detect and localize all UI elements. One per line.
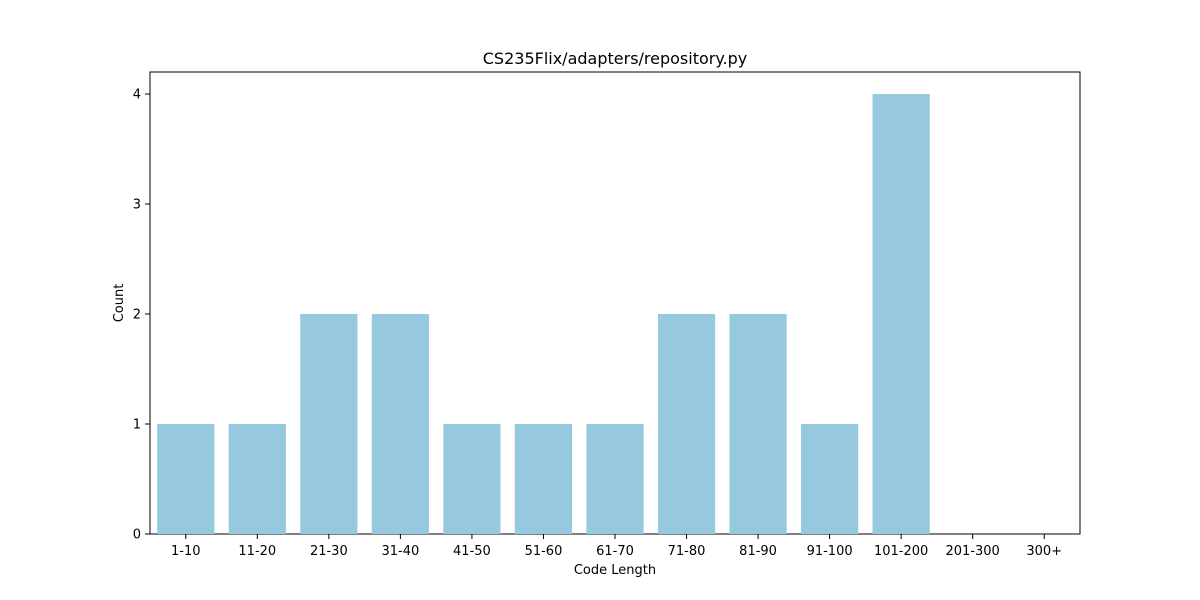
x-tick-label: 61-70: [596, 544, 634, 559]
plot-area: 1-10 11-20 21-30 31-40 41-50 51-60 61-70 71-80 8…: [133, 71, 1081, 559]
x-tick-label: 101-200: [874, 544, 928, 559]
y-tick-label: 0: [133, 528, 141, 543]
bar-81-90: [729, 314, 787, 534]
bar-71-80: [657, 314, 716, 534]
bar-21-30: [300, 314, 358, 534]
bar-91-100: [801, 424, 859, 534]
y-tick-label: 3: [133, 198, 141, 213]
y-axis-label: Count: [112, 284, 127, 323]
bars-group: [157, 94, 930, 534]
x-tick-label: 91-100: [807, 544, 853, 559]
bar-1-10: [157, 424, 215, 534]
y-tick-label: 1: [133, 418, 141, 433]
chart-title: CS235Flix/adapters/repository.py: [483, 49, 748, 68]
x-tick-label: 11-20: [238, 544, 276, 559]
x-axis: 1-10 11-20 21-30 31-40 41-50 51-60 61-70 71-80 8…: [171, 534, 1062, 559]
x-tick-label: 41-50: [453, 544, 491, 559]
x-tick-label: 300+: [1026, 544, 1062, 559]
bar-11-20: [228, 424, 286, 534]
bar-31-40: [371, 314, 429, 534]
bar-61-70: [586, 424, 644, 534]
x-tick-label: 81-90: [739, 544, 777, 559]
x-tick-label: 201-300: [946, 544, 1000, 559]
y-axis: 0 1 2 3 4: [133, 88, 150, 543]
x-tick-label: 71-80: [668, 544, 706, 559]
y-tick-label: 4: [133, 88, 141, 103]
y-tick-label: 2: [133, 308, 141, 323]
x-axis-label: Code Length: [574, 563, 656, 578]
x-tick-label: 31-40: [381, 544, 419, 559]
bar-41-50: [443, 424, 501, 534]
x-tick-label: 51-60: [525, 544, 563, 559]
x-tick-label: 21-30: [310, 544, 348, 559]
bar-101-200: [872, 94, 930, 534]
bar-51-60: [514, 424, 573, 534]
x-tick-label: 1-10: [171, 544, 201, 559]
